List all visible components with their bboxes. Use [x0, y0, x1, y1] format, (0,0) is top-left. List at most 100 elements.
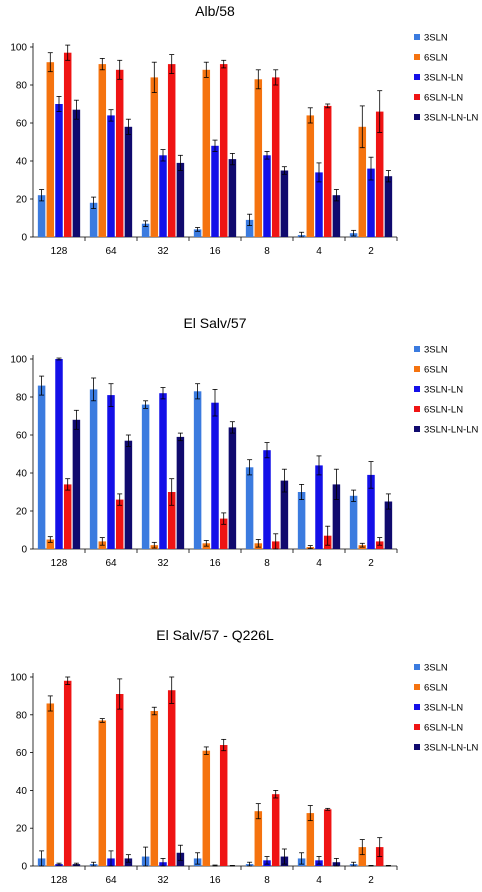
y-tick-label: 80: [16, 81, 28, 92]
bar-6SLN-8: [254, 79, 263, 237]
bar-6SLN-LN-16: [219, 518, 228, 549]
bar-6SLN-16: [202, 750, 211, 866]
bar-3SLN-LN-LN-8: [280, 170, 289, 237]
x-tick-label: 8: [264, 558, 270, 569]
bar-6SLN-LN-64: [115, 694, 124, 866]
bar-3SLN-64: [89, 389, 98, 549]
bar-6SLN-64: [98, 720, 107, 866]
bar-6SLN-LN-128: [63, 680, 72, 866]
bar-3SLN-8: [245, 467, 254, 549]
bar-3SLN-LN-LN-128: [72, 109, 81, 237]
chart-title: El Salv/57: [183, 315, 246, 331]
bar-3SLN-LN-64: [107, 395, 115, 549]
legend-label: 6SLN-LN: [424, 723, 463, 734]
bar-3SLN-128: [37, 385, 46, 549]
x-tick-label: 16: [209, 875, 221, 886]
bar-6SLN-LN-64: [115, 69, 124, 237]
legend-label: 3SLN-LN-LN: [424, 425, 479, 436]
chart-title: El Salv/57 - Q226L: [156, 627, 274, 643]
legend-label: 3SLN-LN-LN: [424, 113, 479, 124]
bar-3SLN-LN-2: [367, 168, 375, 237]
x-tick-label: 2: [368, 875, 374, 886]
x-tick-label: 64: [105, 246, 117, 257]
legend-label: 3SLN: [424, 663, 448, 674]
x-tick-label: 32: [157, 246, 169, 257]
bar-6SLN-LN-4: [323, 105, 332, 238]
bar-6SLN-LN-128: [63, 484, 72, 549]
legend-swatch: [414, 704, 420, 710]
x-tick-label: 32: [157, 558, 169, 569]
chart-title: Alb/58: [195, 3, 235, 19]
x-tick-label: 8: [264, 875, 270, 886]
x-tick-label: 128: [51, 246, 68, 257]
x-tick-label: 64: [105, 875, 117, 886]
y-tick-label: 0: [21, 862, 27, 873]
x-tick-label: 4: [316, 246, 322, 257]
y-tick-label: 20: [16, 824, 28, 835]
bar-6SLN-2: [358, 847, 367, 866]
chart-panel-2: El Salv/57 0 20 40 60 80 100 128 64 32 16 8 4 2 3SLN 6S…: [10, 315, 478, 569]
x-tick-label: 64: [105, 558, 117, 569]
bar-6SLN-16: [202, 69, 211, 237]
legend-swatch: [414, 74, 420, 80]
legend-swatch: [414, 54, 420, 60]
legend-swatch: [414, 406, 420, 412]
bar-3SLN-LN-32: [159, 155, 167, 237]
legend-label: 6SLN-LN: [424, 405, 463, 416]
bar-3SLN-LN-LN-128: [72, 419, 81, 549]
bar-6SLN-32: [150, 711, 159, 866]
x-tick-label: 128: [51, 558, 68, 569]
legend: 3SLN 6SLN 3SLN-LN 6SLN-LN 3SLN-LN-LN: [414, 33, 479, 124]
bar-6SLN-LN-2: [375, 111, 384, 237]
bar-6SLN-LN-8: [271, 77, 280, 238]
legend-swatch: [414, 366, 420, 372]
bar-6SLN-32: [150, 77, 159, 238]
x-tick-label: 4: [316, 875, 322, 886]
legend-swatch: [414, 94, 420, 100]
legend-label: 6SLN: [424, 53, 448, 64]
bar-6SLN-4: [306, 813, 315, 866]
bar-3SLN-LN-32: [159, 393, 167, 549]
y-tick-label: 100: [10, 673, 27, 684]
bar-3SLN-LN-LN-2: [384, 176, 393, 237]
x-tick-label: 16: [209, 246, 221, 257]
bar-3SLN-LN-4: [315, 172, 323, 237]
x-tick-label: 32: [157, 875, 169, 886]
legend-swatch: [414, 744, 420, 750]
legend: 3SLN 6SLN 3SLN-LN 6SLN-LN 3SLN-LN-LN: [414, 663, 479, 754]
bar-6SLN-8: [254, 811, 263, 866]
legend-label: 3SLN: [424, 33, 448, 44]
bar-3SLN-LN-LN-2: [384, 501, 393, 549]
y-tick-label: 100: [10, 355, 27, 366]
y-tick-label: 60: [16, 431, 28, 442]
bar-3SLN-8: [245, 219, 254, 237]
bar-6SLN-64: [98, 64, 107, 237]
legend-label: 6SLN-LN: [424, 93, 463, 104]
bar-3SLN-LN-LN-64: [124, 126, 133, 237]
x-tick-label: 4: [316, 558, 322, 569]
y-tick-label: 40: [16, 469, 28, 480]
bar-3SLN-LN-LN-8: [280, 480, 289, 549]
bar-3SLN-16: [193, 229, 202, 237]
y-tick-label: 100: [10, 43, 27, 54]
legend-swatch: [414, 114, 420, 120]
legend-label: 3SLN: [424, 345, 448, 356]
x-tick-label: 2: [368, 246, 374, 257]
y-tick-label: 80: [16, 710, 28, 721]
bar-3SLN-LN-LN-4: [332, 484, 341, 549]
legend-swatch: [414, 34, 420, 40]
legend-swatch: [414, 386, 420, 392]
bar-6SLN-2: [358, 126, 367, 237]
bar-3SLN-LN-64: [107, 115, 115, 237]
y-tick-label: 0: [21, 545, 27, 556]
y-tick-label: 20: [16, 195, 28, 206]
bar-3SLN-LN-128: [55, 359, 63, 549]
bar-3SLN-LN-LN-32: [176, 162, 185, 237]
bar-3SLN-LN-16: [211, 145, 219, 237]
y-tick-label: 40: [16, 786, 28, 797]
bar-3SLN-LN-8: [263, 450, 271, 549]
bar-3SLN-LN-128: [55, 104, 63, 237]
y-tick-label: 80: [16, 393, 28, 404]
